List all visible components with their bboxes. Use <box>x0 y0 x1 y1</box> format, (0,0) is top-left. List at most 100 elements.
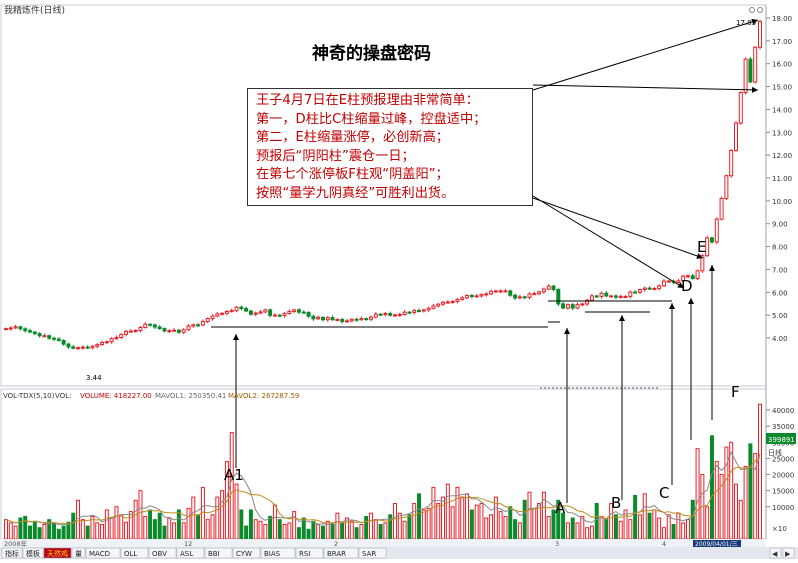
candle-down <box>407 311 412 314</box>
volume-bar <box>685 519 690 540</box>
volume-bar <box>157 512 162 540</box>
scroll-glyph: ▶ <box>785 550 791 558</box>
toolbar-button[interactable] <box>323 547 359 559</box>
volume-bar <box>119 514 124 540</box>
window-control-icon[interactable] <box>749 7 755 13</box>
candle-up <box>585 299 590 305</box>
volume-tick-label: 35000 <box>772 423 794 431</box>
pointer-e <box>532 197 704 259</box>
volume-bar <box>666 514 671 540</box>
candle-up <box>738 92 743 124</box>
candle-down <box>594 295 599 298</box>
candle-down <box>330 317 335 321</box>
volume-bar <box>417 493 422 540</box>
volume-bar <box>23 515 28 540</box>
candle-up <box>565 304 570 309</box>
candle-up <box>287 310 292 315</box>
volume-bar <box>642 493 647 540</box>
volume-bar <box>724 446 729 540</box>
candle-up <box>575 304 580 309</box>
toolbar-button[interactable] <box>295 547 324 559</box>
scroll-right-icon[interactable] <box>782 547 795 559</box>
main-title: 神奇的操盘密码 <box>312 43 431 64</box>
volume-bar <box>162 525 167 540</box>
mavol10-line <box>5 457 761 525</box>
candle-up <box>637 289 642 293</box>
candle-up <box>474 295 479 298</box>
volume-bar <box>210 514 215 540</box>
candle-up <box>743 58 748 94</box>
candle-up <box>628 291 633 297</box>
volume-value: VOLUME: 418227.00 <box>80 392 152 400</box>
candle-up <box>119 333 124 339</box>
volume-bar <box>176 509 181 540</box>
candle-up <box>253 312 258 315</box>
toolbar-button[interactable] <box>176 547 205 559</box>
candle-up <box>733 122 738 152</box>
price-tick-label: 12.00 <box>772 152 792 160</box>
candle-up <box>421 309 426 312</box>
candle-down <box>47 335 52 339</box>
candle-up <box>657 285 662 289</box>
volume-bar <box>599 515 604 540</box>
volume-bar <box>349 520 354 540</box>
label-e: E <box>697 238 706 256</box>
volume-bar <box>421 509 426 540</box>
window-control-icon[interactable] <box>757 7 763 13</box>
candle-up <box>445 301 450 304</box>
candle-up <box>479 294 484 297</box>
candle-down <box>32 331 37 335</box>
price-low-label: 3.44 <box>86 374 102 382</box>
candle-down <box>556 289 561 305</box>
volume-bar <box>234 483 239 540</box>
toolbar-button[interactable] <box>204 547 233 559</box>
toolbar-button[interactable] <box>85 547 121 559</box>
candle-up <box>143 323 148 328</box>
toolbar-button[interactable] <box>120 547 149 559</box>
toolbar-button-label: 量 <box>75 550 82 558</box>
volume-bar <box>287 522 292 540</box>
candle-down <box>28 330 33 333</box>
toolbar-button[interactable] <box>1 547 23 559</box>
volume-bar <box>402 520 407 540</box>
candle-up <box>272 314 277 317</box>
volume-bar <box>383 522 388 540</box>
volume-bar <box>340 522 345 540</box>
toolbar-button-label: BBI <box>208 550 220 558</box>
candle-up <box>138 326 143 331</box>
volume-bar <box>32 520 37 540</box>
candle-up <box>114 337 119 340</box>
volume-bar <box>647 512 652 540</box>
volume-bar <box>100 523 105 540</box>
volume-tick-label: 20000 <box>772 472 794 480</box>
candle-down <box>162 328 167 332</box>
toolbar-button[interactable] <box>43 547 72 559</box>
toolbar-button[interactable] <box>71 547 86 559</box>
pointer-d-arrowhead <box>677 282 684 288</box>
arrow-a-arrowhead <box>564 328 570 334</box>
volume-tick-label: 40000 <box>772 407 794 415</box>
volume-bar <box>508 506 513 540</box>
scroll-left-icon[interactable] <box>769 547 782 559</box>
volume-bar <box>95 522 100 540</box>
candle-up <box>344 320 349 323</box>
candle-up <box>335 318 340 321</box>
volume-bar <box>561 512 566 540</box>
toolbar-button-label: BIAS <box>264 550 281 558</box>
price-tick-label: 18.00 <box>772 15 792 23</box>
toolbar-button[interactable] <box>260 547 296 559</box>
toolbar-button[interactable] <box>358 547 387 559</box>
candle-down <box>244 308 249 312</box>
price-tick-label: 10.00 <box>772 198 792 206</box>
toolbar-button[interactable] <box>22 547 44 559</box>
volume-bar <box>676 512 681 540</box>
volume-bar <box>109 517 114 540</box>
toolbar-button-label: BRAR <box>327 550 346 558</box>
candle-down <box>152 324 157 328</box>
candle-down <box>551 285 556 291</box>
toolbar-button[interactable] <box>148 547 177 559</box>
candle-down <box>268 309 273 316</box>
toolbar-button[interactable] <box>232 547 261 559</box>
price-axis: 4.00 5.00 6.00 7.00 8.00 9.00 10.00 11.00 12.00 1… <box>766 15 792 343</box>
candle-up <box>676 280 681 283</box>
